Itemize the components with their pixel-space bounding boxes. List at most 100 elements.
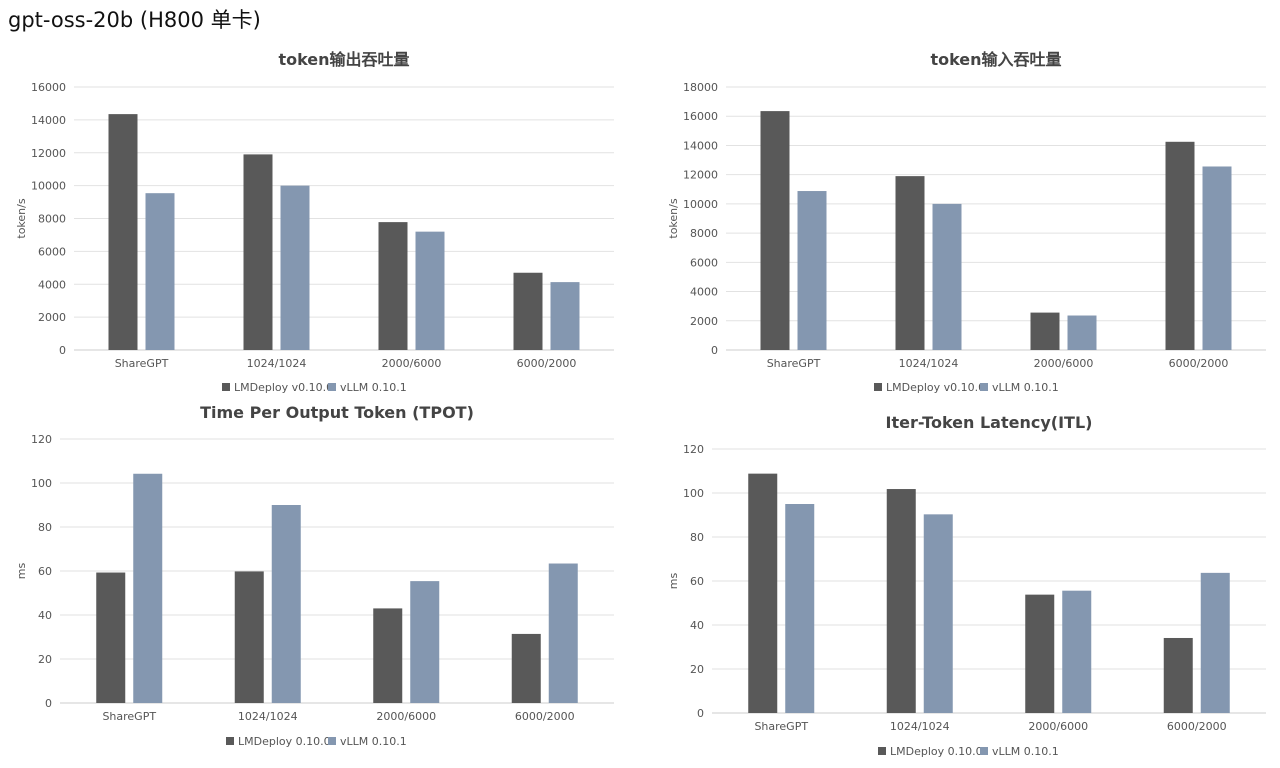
y-tick-label: 14000 — [31, 114, 66, 127]
bar-lmdeploy-1 — [895, 176, 925, 350]
y-axis-label: ms — [667, 573, 680, 590]
y-tick-label: 20 — [690, 663, 704, 676]
legend-item: LMDeploy 0.10.0 — [890, 745, 983, 758]
legend-item: LMDeploy v0.10.0 — [886, 381, 985, 394]
legend-swatch — [874, 383, 882, 391]
x-tick-label: ShareGPT — [767, 357, 821, 370]
bar-vllm-1 — [932, 203, 962, 350]
bar-lmdeploy-0 — [108, 114, 138, 350]
itl-chart: Iter-Token Latency(ITL) ms 0 20 40 60 80 100 120… — [667, 413, 1266, 758]
x-tick-label: 1024/1024 — [890, 720, 950, 733]
page-title: gpt-oss-20b (H800 单卡) — [8, 8, 261, 32]
y-tick-label: 0 — [59, 344, 66, 357]
bar-lmdeploy-3 — [1163, 637, 1193, 713]
legend-swatch — [222, 383, 230, 391]
x-tick-label: 2000/6000 — [376, 710, 436, 723]
y-tick-label: 0 — [711, 344, 718, 357]
output-throughput-chart: token输出吞吐量 token/s 0 2000 4000 6000 8000 10000 1… — [15, 50, 614, 394]
bar-vllm-2 — [415, 231, 445, 350]
y-tick-label: 40 — [38, 609, 52, 622]
y-tick-label: 0 — [45, 697, 52, 710]
bar-lmdeploy-1 — [243, 154, 273, 350]
tpot-chart: Time Per Output Token (TPOT) ms 0 20 40 60 80 1… — [15, 403, 614, 748]
x-tick-label: 2000/6000 — [1028, 720, 1088, 733]
legend-item: vLLM 0.10.1 — [340, 381, 407, 394]
y-tick-label: 6000 — [690, 256, 718, 269]
bar-vllm-3 — [548, 563, 578, 703]
y-tick-label: 120 — [683, 443, 704, 456]
x-tick-label: ShareGPT — [754, 720, 808, 733]
bar-lmdeploy-0 — [96, 572, 126, 703]
input-throughput-chart: token输入吞吐量 token/s 0 2000 4000 6000 8000 10000 1… — [667, 50, 1266, 394]
y-tick-label: 2000 — [690, 315, 718, 328]
chart-title: Iter-Token Latency(ITL) — [886, 413, 1093, 432]
x-tick-label: 6000/2000 — [1169, 357, 1229, 370]
bar-vllm-3 — [1200, 572, 1230, 713]
bar-vllm-1 — [271, 505, 301, 703]
y-tick-label: 40 — [690, 619, 704, 632]
x-tick-label: ShareGPT — [115, 357, 169, 370]
bar-lmdeploy-0 — [760, 111, 790, 350]
bar-vllm-0 — [797, 191, 827, 350]
y-tick-label: 8000 — [38, 213, 66, 226]
y-tick-label: 8000 — [690, 227, 718, 240]
bar-vllm-1 — [923, 514, 953, 713]
x-tick-label: 1024/1024 — [899, 357, 959, 370]
bar-vllm-3 — [1202, 166, 1232, 350]
bar-lmdeploy-2 — [373, 608, 403, 703]
y-tick-label: 0 — [697, 707, 704, 720]
y-tick-label: 120 — [31, 433, 52, 446]
legend-swatch — [226, 737, 234, 745]
y-axis-label: ms — [15, 563, 28, 580]
bar-lmdeploy-1 — [886, 489, 916, 713]
legend-swatch — [878, 747, 886, 755]
legend-item: vLLM 0.10.1 — [992, 745, 1059, 758]
bar-lmdeploy-3 — [511, 633, 541, 703]
bar-vllm-0 — [785, 504, 815, 713]
y-tick-label: 4000 — [690, 286, 718, 299]
bar-lmdeploy-0 — [748, 473, 778, 713]
y-tick-label: 16000 — [683, 110, 718, 123]
bar-vllm-2 — [1062, 590, 1092, 713]
x-tick-label: ShareGPT — [102, 710, 156, 723]
bar-vllm-1 — [280, 185, 310, 350]
bar-lmdeploy-2 — [378, 222, 408, 350]
y-tick-label: 4000 — [38, 278, 66, 291]
y-tick-label: 18000 — [683, 81, 718, 94]
legend-swatch — [328, 737, 336, 745]
chart-title: Time Per Output Token (TPOT) — [200, 403, 474, 422]
legend-item: vLLM 0.10.1 — [340, 735, 407, 748]
bar-lmdeploy-3 — [513, 272, 543, 350]
y-axis-label: token/s — [15, 198, 28, 238]
y-tick-label: 16000 — [31, 81, 66, 94]
y-tick-label: 60 — [690, 575, 704, 588]
y-tick-label: 60 — [38, 565, 52, 578]
bar-lmdeploy-1 — [234, 571, 264, 703]
y-tick-label: 100 — [31, 477, 52, 490]
y-tick-label: 10000 — [683, 198, 718, 211]
bar-lmdeploy-2 — [1030, 312, 1060, 350]
legend-item: LMDeploy 0.10.0 — [238, 735, 331, 748]
y-tick-label: 12000 — [683, 169, 718, 182]
y-tick-label: 20 — [38, 653, 52, 666]
x-tick-label: 6000/2000 — [515, 710, 575, 723]
y-tick-label: 2000 — [38, 311, 66, 324]
legend-item: LMDeploy v0.10.0 — [234, 381, 333, 394]
y-tick-label: 12000 — [31, 147, 66, 160]
x-tick-label: 6000/2000 — [517, 357, 577, 370]
bar-lmdeploy-3 — [1165, 141, 1195, 350]
x-tick-label: 6000/2000 — [1167, 720, 1227, 733]
bar-vllm-2 — [1067, 315, 1097, 350]
bar-vllm-2 — [410, 581, 440, 703]
chart-title: token输入吞吐量 — [930, 50, 1061, 69]
legend-swatch — [980, 383, 988, 391]
chart-title: token输出吞吐量 — [278, 50, 409, 69]
legend-item: vLLM 0.10.1 — [992, 381, 1059, 394]
y-tick-label: 80 — [38, 521, 52, 534]
bar-vllm-0 — [133, 473, 163, 703]
y-axis-label: token/s — [667, 198, 680, 238]
y-tick-label: 10000 — [31, 180, 66, 193]
legend-swatch — [980, 747, 988, 755]
y-tick-label: 14000 — [683, 139, 718, 152]
bar-vllm-0 — [145, 193, 175, 350]
